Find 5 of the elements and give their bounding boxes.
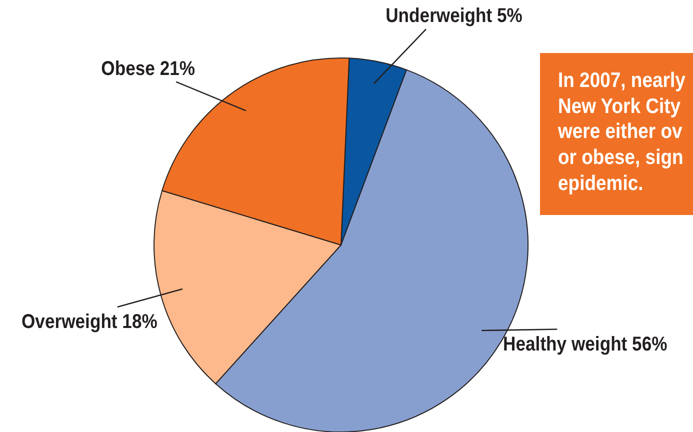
slice-label: Healthy weight 56%	[503, 332, 668, 355]
slice-label: Overweight 18%	[21, 310, 158, 332]
callout-box: In 2007, nearly New York City were either ov or obese, sign epidemic.	[540, 53, 693, 215]
slice-label: Obese 21%	[101, 56, 196, 80]
slice-label: Underweight 5%	[386, 4, 523, 26]
